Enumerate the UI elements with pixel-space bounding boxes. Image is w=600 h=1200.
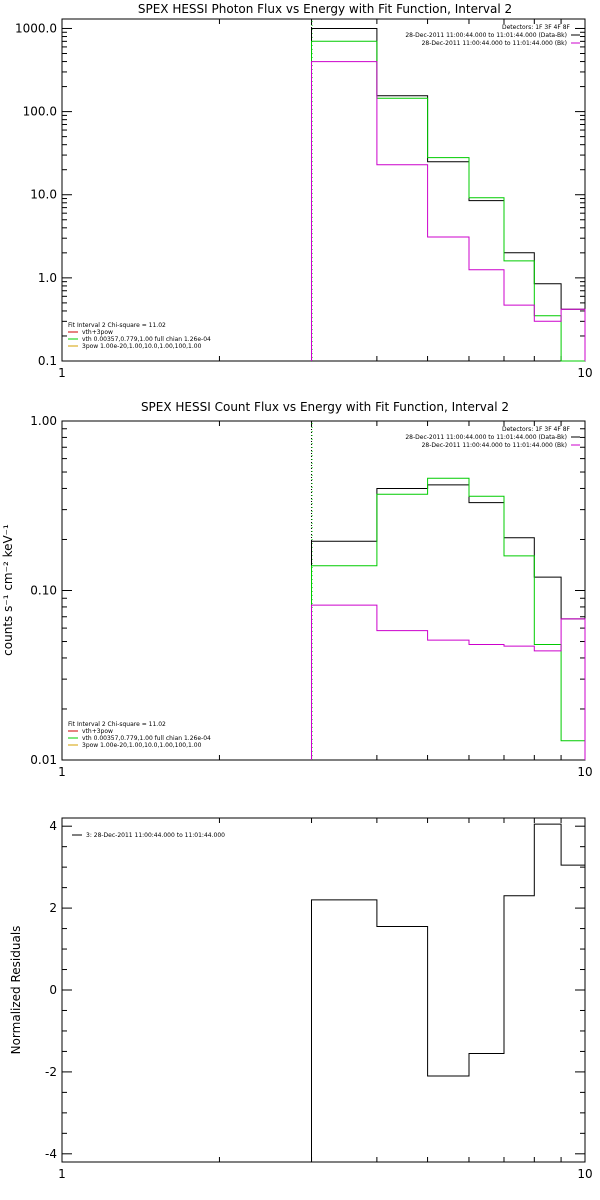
y-tick-label: 4: [49, 819, 57, 833]
legend-entry: 3pow 1.00e-20,1.00,10.0,1.00,100,1.00: [82, 742, 202, 749]
x-tick-label: 10: [577, 1167, 592, 1181]
y-tick-label: 0.10: [30, 584, 57, 598]
plot-frame: [61, 18, 586, 362]
y-axis-label: Normalized Residuals: [9, 926, 23, 1055]
legend-header: Fit Interval 2 Chi-square = 11.02: [68, 721, 166, 728]
y-tick-label: 100.0: [23, 105, 57, 119]
y-tick-label: 1.0: [38, 271, 57, 285]
y-tick-label: 2: [49, 901, 57, 915]
legend-entry: 28-Dec-2011 11:00:44.000 to 11:01:44.000…: [422, 40, 567, 47]
y-tick-label: 10.0: [30, 188, 57, 202]
x-tick-label: 10: [577, 765, 592, 779]
series-line-0: [311, 823, 586, 1162]
legend-header: Detectors: 1F 3F 4F 8F: [502, 24, 571, 31]
y-tick-label: 1.00: [30, 414, 57, 428]
chart-title: SPEX HESSI Count Flux vs Energy with Fit…: [141, 400, 509, 414]
legend-entry: 3: 28-Dec-2011 11:00:44.000 to 11:01:44.…: [86, 832, 225, 839]
chart-title: SPEX HESSI Photon Flux vs Energy with Fi…: [138, 2, 512, 16]
residuals-panel: Normalized Residuals -4 -2 0 2 4 1 10 3: 28-De…: [9, 817, 593, 1181]
series-line-0: [311, 28, 586, 361]
x-tick-label: 10: [577, 366, 592, 380]
series-line-0: [311, 484, 586, 760]
legend-header: Fit Interval 2 Chi-square = 11.02: [68, 322, 166, 329]
y-tick-label: 1000.0: [15, 21, 57, 35]
plot-frame: [61, 420, 586, 761]
series-line-2: [311, 604, 586, 760]
legend-entry: vth+3pow: [82, 728, 113, 735]
y-tick-label: 0.01: [30, 753, 57, 767]
y-tick-label: 0: [49, 983, 57, 997]
legend-entry: vth 0.00357,0.779,1.00 full chian 1.26e-…: [82, 336, 211, 343]
legend-header: Detectors: 1F 3F 4F 8F: [502, 426, 571, 433]
y-axis-label: counts s⁻¹ cm⁻² keV⁻¹: [1, 524, 15, 656]
series-line-2: [311, 61, 586, 361]
x-tick-label: 1: [58, 765, 66, 779]
legend-entry: 28-Dec-2011 11:00:44.000 to 11:01:44.000…: [405, 434, 567, 441]
y-tick-label: 0.1: [38, 354, 57, 368]
count-flux-panel: SPEX HESSI Count Flux vs Energy with Fit…: [1, 400, 593, 779]
legend-entry: 28-Dec-2011 11:00:44.000 to 11:01:44.000…: [422, 442, 567, 449]
legend-entry: vth 0.00357,0.779,1.00 full chian 1.26e-…: [82, 735, 211, 742]
legend-entry: vth+3pow: [82, 329, 113, 336]
legend-entry: 28-Dec-2011 11:00:44.000 to 11:01:44.000…: [405, 32, 567, 39]
series-line-1: [311, 477, 586, 760]
plot-frame: [61, 817, 586, 1163]
y-tick-label: -4: [45, 1147, 57, 1161]
legend-entry: 3pow 1.00e-20,1.00,10.0,1.00,100,1.00: [82, 343, 202, 350]
series-line-1: [311, 40, 585, 362]
photon-flux-panel: SPEX HESSI Photon Flux vs Energy with Fi…: [15, 2, 593, 380]
x-tick-label: 1: [58, 366, 66, 380]
y-tick-label: -2: [45, 1065, 57, 1079]
x-tick-label: 1: [58, 1167, 66, 1181]
